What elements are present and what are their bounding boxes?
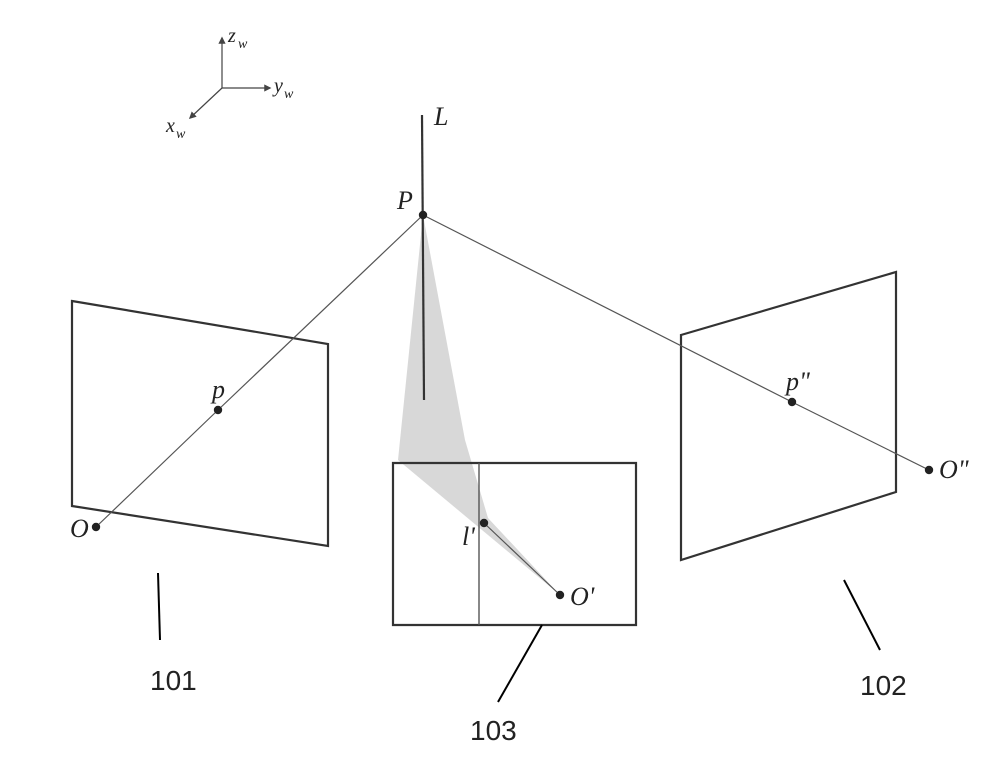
label-OP: O'	[570, 582, 595, 611]
axis-x-label: x	[165, 115, 175, 137]
point-lP	[480, 519, 488, 527]
point-OPP	[925, 466, 933, 474]
point-p	[214, 406, 222, 414]
background	[0, 0, 1000, 773]
label-pPP: p"	[784, 367, 810, 396]
point-OP	[556, 591, 564, 599]
label-OPP: O"	[939, 455, 969, 484]
label-L: L	[433, 102, 448, 131]
ref-label-101: 101	[150, 665, 197, 696]
ref-label-103: 103	[470, 715, 517, 746]
axis-y-label: y	[272, 75, 283, 97]
axis-z-label: z	[227, 25, 236, 47]
label-P: P	[396, 186, 413, 215]
point-O	[92, 523, 100, 531]
ref-label-102: 102	[860, 670, 907, 701]
label-O: O	[70, 514, 89, 543]
point-P	[419, 211, 427, 219]
axis-y-sub: w	[284, 87, 294, 102]
diagram-canvas: zwywxwLPpOp"O"O'l'101103102	[0, 0, 1000, 773]
label-p: p	[210, 375, 225, 404]
axis-x-sub: w	[176, 127, 186, 142]
point-pPP	[788, 398, 796, 406]
label-lP: l'	[462, 522, 475, 551]
axis-z-sub: w	[238, 37, 248, 52]
